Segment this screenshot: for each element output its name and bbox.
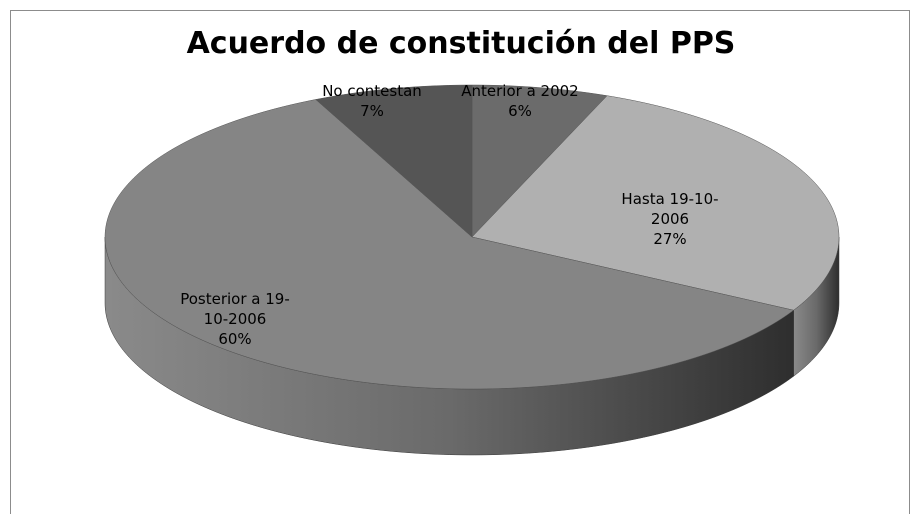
- value-label: 6%: [508, 102, 532, 120]
- slice: [104, 99, 795, 390]
- data-label: No contestan 7%: [322, 81, 422, 121]
- category-label: Hasta 19-10-2006: [621, 190, 719, 228]
- chart-frame: [10, 10, 910, 514]
- data-label: Hasta 19-10-2006 27%: [620, 189, 720, 249]
- slice: [315, 84, 473, 238]
- value-label: 27%: [653, 230, 687, 248]
- value-label: 7%: [360, 102, 384, 120]
- value-label: 60%: [218, 330, 252, 348]
- category-label: Anterior a 2002: [461, 82, 579, 100]
- data-label: Anterior a 2002 6%: [461, 81, 578, 121]
- category-label: No contestan: [322, 82, 422, 100]
- slice: [471, 95, 840, 311]
- slice: [471, 84, 608, 238]
- category-label: Posterior a 19-10-2006: [180, 290, 290, 328]
- chart-title: Acuerdo de constitución del PPS: [186, 26, 736, 61]
- data-label: Posterior a 19-10-2006 60%: [173, 289, 298, 349]
